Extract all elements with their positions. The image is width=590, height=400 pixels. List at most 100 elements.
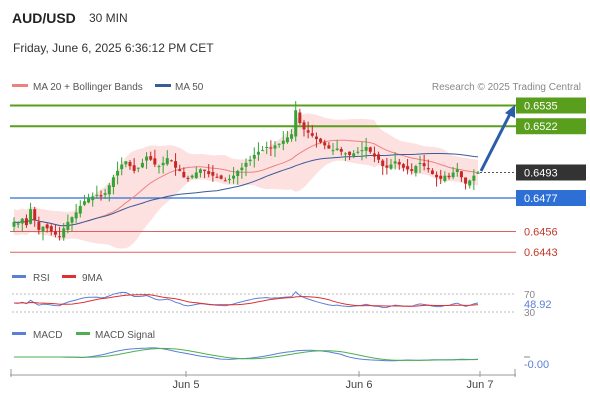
current-price-label: 0.6493	[524, 167, 558, 179]
candle-body	[87, 198, 91, 203]
candle-body	[385, 165, 389, 168]
candle-body	[302, 122, 306, 130]
support-label-0.6443: 0.6443	[524, 247, 558, 259]
candle-body	[356, 151, 360, 153]
candle-body	[418, 162, 422, 165]
candle-body	[174, 161, 178, 168]
support-label-0.6456: 0.6456	[524, 226, 558, 238]
candle-body	[103, 193, 107, 195]
candle-body	[194, 172, 198, 179]
candle-body	[401, 164, 405, 168]
candle-body	[273, 145, 277, 149]
candle-body	[406, 166, 410, 170]
timeframe-label: 30 MIN	[89, 11, 128, 25]
candle-body	[464, 177, 468, 184]
candle-body	[236, 170, 240, 177]
candle-body	[244, 162, 248, 167]
forecast-arrow-head	[505, 105, 515, 118]
ma50-line	[13, 153, 479, 227]
resistance-label-bg-0.6522	[516, 118, 586, 135]
candle-body	[298, 112, 302, 124]
price-level-labels: 0.6535 0.6522 0.6493 0.6477 0.6456 0.6443	[516, 97, 586, 259]
candle-body	[190, 175, 194, 178]
candle-body	[459, 171, 463, 178]
candle-body	[352, 153, 356, 156]
macd-legend-swatch	[12, 332, 26, 335]
candle-body	[381, 160, 385, 167]
candle-body	[182, 171, 186, 178]
candle-body	[132, 165, 136, 171]
candle-body	[476, 172, 480, 174]
symbol-title: AUD/USD	[12, 10, 76, 26]
support-label-bg-0.6477	[516, 190, 586, 206]
candle-body	[377, 154, 381, 160]
ma20-legend-swatch	[12, 84, 28, 87]
macd-signal-line	[14, 347, 479, 361]
candle-body	[136, 167, 140, 169]
resistance-label-bg-0.6535	[516, 97, 586, 114]
candle-body	[153, 158, 157, 165]
candle-body	[58, 236, 62, 238]
rsi-ma-line	[13, 294, 479, 307]
candle-body	[335, 148, 339, 150]
candle-body	[240, 167, 244, 171]
candle-body	[430, 170, 434, 175]
candle-body	[435, 174, 439, 178]
candle-body	[439, 175, 443, 179]
candle-body	[223, 180, 227, 182]
candle-body	[16, 223, 20, 225]
candle-body	[140, 162, 144, 168]
macd-value-label: -0.00	[524, 359, 549, 371]
candle-body	[165, 158, 169, 165]
candle-body	[256, 151, 260, 155]
candle-body	[149, 156, 153, 160]
candle-body	[455, 169, 459, 173]
candle-body	[111, 177, 115, 188]
macd-signal-legend-swatch	[76, 332, 90, 335]
candle-body	[343, 153, 347, 155]
candle-body	[364, 146, 368, 151]
candle-body	[37, 221, 41, 230]
resistance-label-0.6535: 0.6535	[524, 101, 558, 113]
candle-body	[120, 164, 124, 170]
candle-body	[169, 160, 173, 162]
price-levels	[10, 104, 516, 253]
candle-body	[91, 196, 95, 201]
candle-body	[70, 217, 74, 223]
candle-body	[389, 164, 393, 169]
candle-body	[157, 166, 161, 168]
candle-body	[248, 159, 252, 162]
candle-body	[207, 171, 211, 175]
candle-body	[319, 138, 323, 143]
candle-body	[95, 194, 99, 196]
candle-body	[372, 153, 376, 157]
candle-body	[252, 154, 256, 159]
candle-body	[41, 226, 45, 232]
candle-body	[62, 228, 66, 238]
rsi-legend-label: RSI	[33, 273, 50, 284]
current-price-label-bg	[516, 164, 586, 181]
candle-body	[443, 175, 447, 182]
candle-body	[327, 145, 331, 149]
candle-body	[20, 218, 24, 224]
candle-body	[410, 169, 414, 171]
candle-body	[261, 150, 265, 152]
candle-body	[161, 162, 165, 166]
candle-body	[339, 149, 343, 152]
candle-body	[232, 175, 236, 179]
x-tick-label: Jun 7	[467, 379, 494, 391]
bollinger-band-fill	[14, 113, 478, 249]
ma50-legend-label: MA 50	[175, 82, 204, 93]
x-tick-label: Jun 6	[346, 379, 373, 391]
macd-legend-label: MACD	[33, 330, 62, 341]
candle-body	[215, 176, 219, 178]
datetime-label: Friday, June 6, 2025 6:36:12 PM CET	[13, 41, 214, 55]
candle-body	[178, 169, 182, 171]
x-axis-ticks: Jun 5 Jun 6 Jun 7	[173, 371, 494, 391]
candle-body	[323, 142, 327, 146]
candle-body	[33, 209, 37, 221]
candle-body	[227, 178, 231, 180]
candle-body	[211, 172, 215, 176]
rsi-30-label: 30	[524, 308, 536, 319]
